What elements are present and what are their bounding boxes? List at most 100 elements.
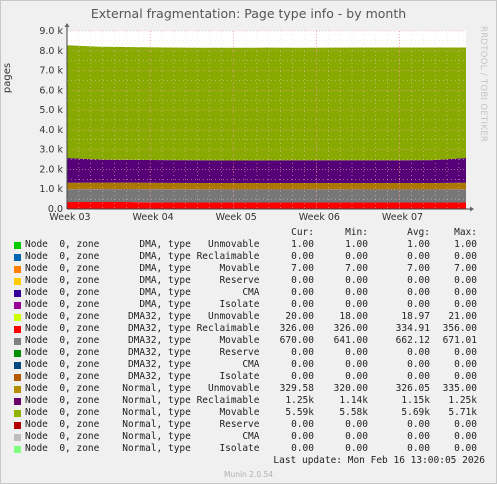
chart-svg: 0.0 1.0 k 2.0 k 3.0 k 4.0 k 5.0 k 6.0 k 7.0 k 8.… [39,23,474,223]
x-tick-label: Week 07 [382,212,423,223]
legend-swatch [14,302,21,309]
legend-label: Node 0, zone DMA, type CMA [25,287,260,298]
legend-min: 0.00 [345,287,368,298]
legend-avg: 0.00 [407,287,430,298]
legend-swatch [14,350,21,357]
legend-label: Node 0, zone Normal, type Reserve [25,419,260,430]
area-series-3 [67,158,466,184]
legend-label: Node 0, zone DMA32, type CMA [25,359,260,370]
legend-label: Node 0, zone Normal, type Isolate [25,443,260,454]
legend-label: Node 0, zone Normal, type Reclaimable [25,395,260,406]
legend-max: 0.00 [454,359,477,370]
legend-header-min: Min: [345,227,368,238]
legend-max: 0.00 [454,347,477,358]
legend-min: 641.00 [333,335,368,346]
legend-max: 21.00 [448,311,477,322]
legend-max: 0.00 [454,431,477,442]
legend-swatch [14,254,21,261]
legend-cur: 0.00 [291,299,314,310]
legend-min: 7.00 [345,263,368,274]
legend-label: Node 0, zone DMA, type Isolate [25,299,260,310]
legend-avg: 662.12 [395,335,430,346]
legend-max: 1.00 [454,239,477,250]
rrdtool-watermark: RRDTOOL / TOBI OETIKER [478,26,488,143]
legend-min: 18.00 [339,311,368,322]
x-tick-label: Week 03 [49,212,90,223]
legend-avg: 326.05 [395,383,430,394]
legend-min: 5.58k [339,407,368,418]
legend-avg: 5.69k [401,407,430,418]
legend-cur: 0.00 [291,347,314,358]
legend-avg: 0.00 [407,359,430,370]
area-series-1 [67,189,466,203]
legend-avg: 18.97 [401,311,430,322]
legend-max: 7.00 [454,263,477,274]
legend-swatch [14,242,21,249]
area-series-2 [67,182,466,190]
legend-max: 671.01 [442,335,477,346]
legend-cur: 329.58 [279,383,314,394]
legend-max: 0.00 [454,419,477,430]
legend-min: 1.00 [345,239,368,250]
legend-max: 0.00 [454,251,477,262]
legend-max: 0.00 [454,299,477,310]
legend-min: 0.00 [345,371,368,382]
legend-swatch [14,386,21,393]
legend-max: 0.00 [454,443,477,454]
legend-swatch [14,338,21,345]
legend-label: Node 0, zone DMA32, type Reclaimable [25,323,260,334]
legend-cur: 5.59k [285,407,314,418]
y-tick-label: 9.0 k [39,26,63,37]
legend-avg: 0.00 [407,419,430,430]
legend-swatch [14,362,21,369]
legend-min: 0.00 [345,431,368,442]
legend-cur: 0.00 [291,443,314,454]
legend-min: 0.00 [345,251,368,262]
legend-header-avg: Avg: [407,227,430,238]
legend-min: 320.00 [333,383,368,394]
legend-avg: 0.00 [407,251,430,262]
legend-avg: 7.00 [407,263,430,274]
legend-min: 0.00 [345,419,368,430]
legend-cur: 0.00 [291,371,314,382]
legend-cur: 20.00 [285,311,314,322]
legend-swatch [14,266,21,273]
legend-min: 0.00 [345,347,368,358]
chart-title: External fragmentation: Page type info -… [90,6,407,21]
legend-avg: 0.00 [407,299,430,310]
legend-label: Node 0, zone Normal, type Unmovable [25,383,260,394]
legend-cur: 0.00 [291,275,314,286]
legend-max: 5.71k [448,407,477,418]
legend-max: 356.00 [442,323,477,334]
legend-header-max: Max: [454,227,477,238]
legend-swatch [14,314,21,321]
legend-swatch [14,446,21,453]
legend-label: Node 0, zone DMA, type Movable [25,263,260,274]
legend-min: 0.00 [345,359,368,370]
legend-max: 1.25k [448,395,477,406]
x-tick-label: Week 06 [299,212,340,223]
legend-cur: 0.00 [291,251,314,262]
legend-cur: 670.00 [279,335,314,346]
legend-label: Node 0, zone DMA32, type Movable [25,335,260,346]
legend-min: 0.00 [345,443,368,454]
legend-label: Node 0, zone DMA, type Reclaimable [25,251,260,262]
legend-avg: 0.00 [407,431,430,442]
x-tick-labels: Week 03 Week 04 Week 05 Week 06 Week 07 [49,212,423,223]
legend-avg: 1.00 [407,239,430,250]
legend-swatch [14,278,21,285]
legend-avg: 1.15k [401,395,430,406]
y-tick-label: 5.0 k [39,105,63,116]
area-series-0 [67,201,466,209]
legend-swatch [14,422,21,429]
legend-cur: 0.00 [291,419,314,430]
legend-min: 0.00 [345,299,368,310]
legend-cur: 0.00 [291,431,314,442]
legend-swatch [14,398,21,405]
legend-max: 0.00 [454,371,477,382]
legend-label: Node 0, zone DMA32, type Unmovable [25,311,260,322]
x-axis-arrow [470,206,474,212]
last-update: Last update: Mon Feb 16 13:00:05 2026 [273,455,485,466]
legend-label: Node 0, zone DMA32, type Isolate [25,371,260,382]
y-tick-label: 6.0 k [39,85,63,96]
